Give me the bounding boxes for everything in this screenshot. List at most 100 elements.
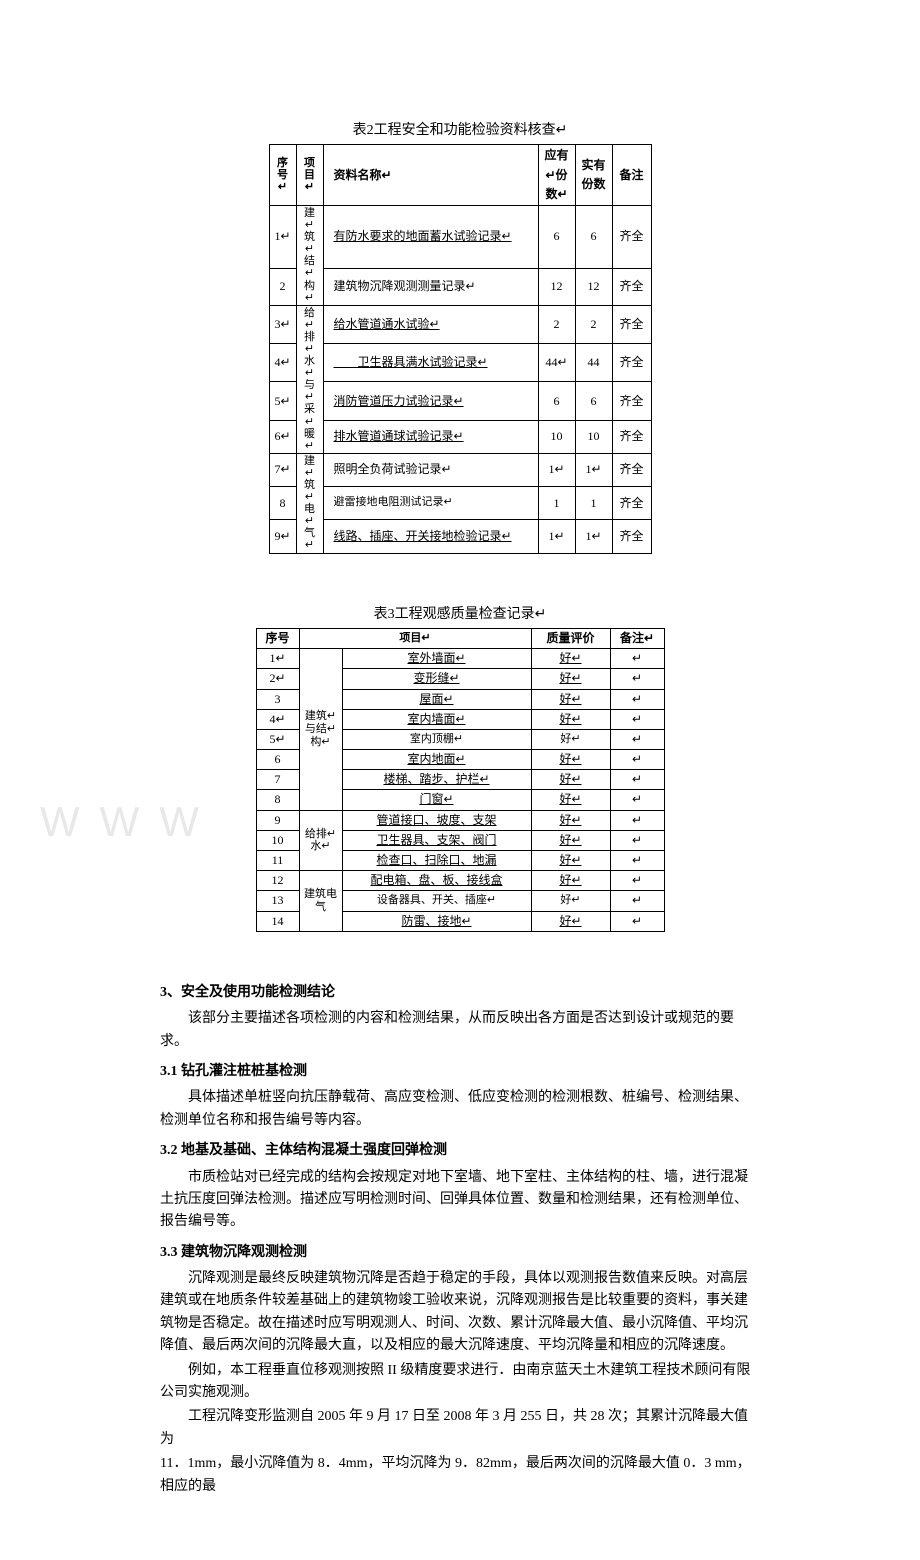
cell-name: 避雷接地电阻测试记录↵ (323, 487, 538, 520)
cell-seq: 9 (256, 810, 299, 830)
table-row: 4↵ 卫生器具满水试验记录↵ 44↵ 44 齐全 (269, 344, 651, 382)
cell-note: ↵ (610, 669, 664, 689)
cell-item: 变形缝↵ (342, 669, 531, 689)
cell-seq: 3↵ (269, 305, 296, 343)
cell-note: ↵ (610, 689, 664, 709)
cell-seq: 2 (269, 268, 296, 305)
cell-name: 有防水要求的地面蓄水试验记录↵ (323, 205, 538, 268)
table-row: 9↵ 线路、插座、开关接地检验记录↵ 1↵ 1↵ 齐全 (269, 520, 651, 553)
cell-seq: 9↵ (269, 520, 296, 553)
table-row: 6↵ 排水管道通球试验记录↵ 10 10 齐全 (269, 420, 651, 453)
th-actual: 实有份数 (575, 145, 612, 206)
cell-note: ↵ (610, 750, 664, 770)
cell-item: 室外墙面↵ (342, 649, 531, 669)
cell-note: ↵ (610, 871, 664, 891)
heading-3: 3、安全及使用功能检测结论 (160, 982, 760, 1004)
cell-note: ↵ (610, 770, 664, 790)
cell-act: 6 (575, 382, 612, 420)
cell-seq: 2↵ (256, 669, 299, 689)
cell-item: 设备器具、开关、插座↵ (342, 891, 531, 911)
cell-seq: 6↵ (269, 420, 296, 453)
cell-req: 2 (538, 305, 575, 343)
cell-seq: 4↵ (256, 709, 299, 729)
cell-rem: 齐全 (612, 305, 651, 343)
cell-group: 建↵筑↵电↵气↵ (296, 453, 323, 553)
cell-name: 卫生器具满水试验记录↵ (323, 344, 538, 382)
cell-act: 2 (575, 305, 612, 343)
cell-rem: 齐全 (612, 205, 651, 268)
heading-3-1: 3.1 钻孔灌注桩桩基检测 (160, 1061, 760, 1083)
cell-group: 建↵筑↵结↵构↵ (296, 205, 323, 305)
cell-rem: 齐全 (612, 487, 651, 520)
cell-rem: 齐全 (612, 382, 651, 420)
cell-seq: 5↵ (256, 729, 299, 749)
table-row: 1↵ 建↵筑↵结↵构↵ 有防水要求的地面蓄水试验记录↵ 6 6 齐全 (269, 205, 651, 268)
table-row: 7↵ 建↵筑↵电↵气↵ 照明全负荷试验记录↵ 1↵ 1↵ 齐全 (269, 453, 651, 486)
cell-req: 6 (538, 382, 575, 420)
paragraph: 沉降观测是最终反映建筑物沉降是否趋于稳定的手段，具体以观测报告数值来反映。对高层… (160, 1268, 760, 1358)
table-row: 12 建筑电气 配电箱、盘、板、接线盒 好↵ ↵ (256, 871, 664, 891)
cell-req: 1↵ (538, 453, 575, 486)
cell-note: ↵ (610, 810, 664, 830)
cell-seq: 7 (256, 770, 299, 790)
cell-score: 好↵ (531, 810, 610, 830)
cell-score: 好↵ (531, 709, 610, 729)
paragraph: 工程沉降变形监测自 2005 年 9 月 17 日至 2008 年 3 月 25… (160, 1406, 760, 1451)
th-seq: 序号↵ (269, 145, 296, 206)
cell-act: 1↵ (575, 520, 612, 553)
cell-score: 好↵ (531, 689, 610, 709)
paragraph: 例如，本工程垂直位移观测按照 II 级精度要求进行．由南京蓝天土木建筑工程技术顾… (160, 1360, 760, 1405)
th-remark: 备注 (612, 145, 651, 206)
cell-req: 1↵ (538, 520, 575, 553)
cell-seq: 7↵ (269, 453, 296, 486)
cell-name: 排水管道通球试验记录↵ (323, 420, 538, 453)
cell-rem: 齐全 (612, 453, 651, 486)
cell-note: ↵ (610, 830, 664, 850)
paragraph: 该部分主要描述各项检测的内容和检测结果，从而反映出各方面是否达到设计或规范的要求… (160, 1008, 760, 1053)
cell-group: 建筑电气 (299, 871, 342, 932)
cell-seq: 1↵ (256, 649, 299, 669)
cell-name: 线路、插座、开关接地检验记录↵ (323, 520, 538, 553)
cell-act: 12 (575, 268, 612, 305)
cell-score: 好↵ (531, 871, 610, 891)
cell-note: ↵ (610, 649, 664, 669)
cell-item: 防雷、接地↵ (342, 911, 531, 931)
cell-act: 1↵ (575, 453, 612, 486)
cell-act: 10 (575, 420, 612, 453)
cell-item: 配电箱、盘、板、接线盒 (342, 871, 531, 891)
paragraph: 市质检站对已经完成的结构会按规定对地下室墙、地下室柱、主体结构的柱、墙，进行混凝… (160, 1167, 760, 1234)
cell-rem: 齐全 (612, 520, 651, 553)
cell-seq: 5↵ (269, 382, 296, 420)
th2-proj: 项目↵ (299, 628, 531, 648)
cell-name: 消防管道压力试验记录↵ (323, 382, 538, 420)
table-row: 1↵ 建筑↵与结↵构↵ 室外墙面↵ 好↵ ↵ (256, 649, 664, 669)
table-row: 3↵ 给↵排↵水↵与↵采↵暖↵ 给水管道通水试验↵ 2 2 齐全 (269, 305, 651, 343)
th2-seq: 序号 (256, 628, 299, 648)
cell-score: 好↵ (531, 851, 610, 871)
table1: 序号↵ 项目↵ 资料名称↵ 应有↵份数↵ 实有份数 备注 1↵ 建↵筑↵结↵构↵… (269, 144, 652, 553)
cell-seq: 6 (256, 750, 299, 770)
cell-rem: 齐全 (612, 420, 651, 453)
cell-seq: 12 (256, 871, 299, 891)
paragraph: 具体描述单桩竖向抗压静载荷、高应变检测、低应变检测的检测根数、桩编号、检测结果、… (160, 1087, 760, 1132)
cell-item: 室内墙面↵ (342, 709, 531, 729)
paragraph: 11．1mm，最小沉降值为 8．4mm，平均沉降为 9．82mm，最后两次间的沉… (160, 1453, 760, 1498)
cell-score: 好↵ (531, 729, 610, 749)
cell-req: 10 (538, 420, 575, 453)
heading-3-2: 3.2 地基及基础、主体结构混凝土强度回弹检测 (160, 1140, 760, 1162)
cell-note: ↵ (610, 729, 664, 749)
cell-item: 检查口、扫除口、地漏 (342, 851, 531, 871)
cell-seq: 1↵ (269, 205, 296, 268)
cell-seq: 8 (269, 487, 296, 520)
cell-item: 屋面↵ (342, 689, 531, 709)
cell-group: 给排↵水↵ (299, 810, 342, 871)
cell-item: 管道接口、坡度、支架 (342, 810, 531, 830)
table-row: 2 建筑物沉降观测测量记录↵ 12 12 齐全 (269, 268, 651, 305)
cell-score: 好↵ (531, 891, 610, 911)
table2: 序号 项目↵ 质量评价 备注↵ 1↵ 建筑↵与结↵构↵ 室外墙面↵ 好↵ ↵ 2… (256, 628, 665, 932)
table-row: 8 避雷接地电阻测试记录↵ 1 1 齐全 (269, 487, 651, 520)
th2-note: 备注↵ (610, 628, 664, 648)
table1-header-row: 序号↵ 项目↵ 资料名称↵ 应有↵份数↵ 实有份数 备注 (269, 145, 651, 206)
cell-score: 好↵ (531, 790, 610, 810)
table-row: 9 给排↵水↵ 管道接口、坡度、支架 好↵ ↵ (256, 810, 664, 830)
